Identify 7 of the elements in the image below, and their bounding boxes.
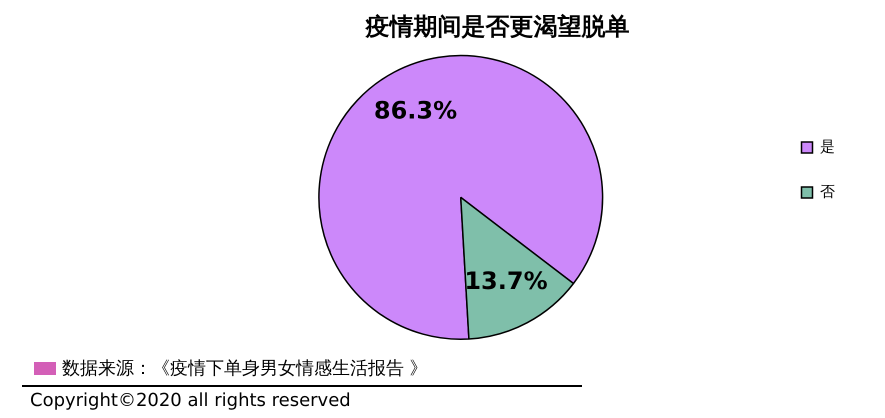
source-note: 数据来源：《疫情下单身男女情感生活报告 》 <box>62 357 428 380</box>
data-label: 86.3% <box>374 96 458 124</box>
text: Copyright©2020 all rights reserved <box>30 390 351 411</box>
legend-label: 是 <box>820 137 835 156</box>
chart-title: 疫情期间是否更渴望脱单 <box>364 12 630 41</box>
data-label: 13.7% <box>464 266 548 295</box>
legend-label: 否 <box>820 182 835 200</box>
